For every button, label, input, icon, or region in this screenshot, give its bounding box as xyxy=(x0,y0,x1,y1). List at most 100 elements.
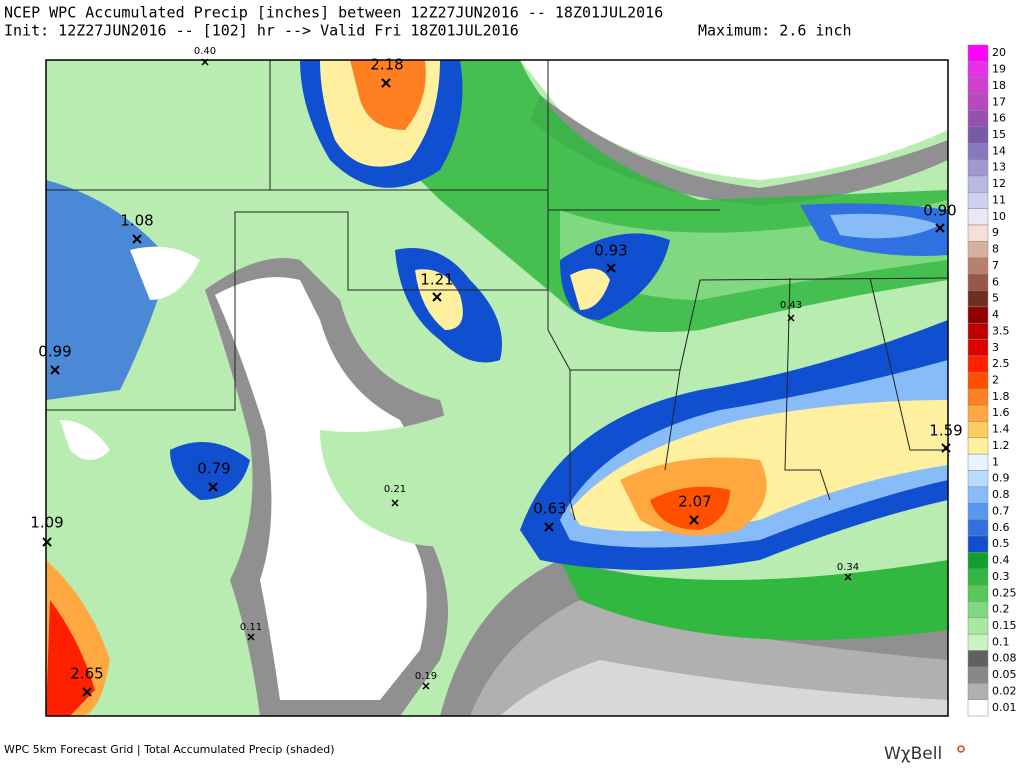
legend-label: 12 xyxy=(992,177,1006,190)
legend-label: 2 xyxy=(992,374,999,387)
legend-swatch xyxy=(967,192,989,209)
title: NCEP WPC Accumulated Precip [inches] bet… xyxy=(4,4,663,22)
legend-swatch xyxy=(967,77,989,95)
legend-swatch xyxy=(967,699,989,717)
point-label: 0.93 xyxy=(594,242,627,260)
legend-label: 20 xyxy=(992,46,1006,59)
legend-swatch xyxy=(967,568,989,586)
point-labels: 0.40 2.18 1.08 0.99 0.79 1.09 2.65 0.11 0.19 0.21… xyxy=(30,46,963,697)
point-marker xyxy=(606,263,616,273)
legend-label: 2.5 xyxy=(992,357,1010,370)
point-marker xyxy=(422,682,430,690)
legend-swatch xyxy=(967,224,989,242)
legend-label: 0.7 xyxy=(992,504,1010,517)
legend-label: 10 xyxy=(992,210,1006,223)
point-label: 2.18 xyxy=(370,56,403,74)
legend-label: 8 xyxy=(992,243,999,256)
legend-label: 5 xyxy=(992,292,999,305)
logo: WχBell xyxy=(884,744,942,764)
legend-label: 0.1 xyxy=(992,635,1010,648)
legend-label: 4 xyxy=(992,308,999,321)
point-marker xyxy=(432,292,442,302)
legend-swatch xyxy=(967,110,989,128)
legend-label: 9 xyxy=(992,226,999,239)
map-frame xyxy=(45,59,949,717)
legend-swatch xyxy=(967,322,989,340)
legend-swatch xyxy=(967,617,989,635)
legend-label: 19 xyxy=(992,63,1006,76)
legend-swatch xyxy=(967,666,989,684)
legend-label: 1.8 xyxy=(992,390,1010,403)
legend-label: 1.2 xyxy=(992,439,1010,452)
point-marker xyxy=(82,687,92,697)
legend-swatch xyxy=(967,93,989,111)
point-label: 0.43 xyxy=(780,300,802,311)
point-label: 0.63 xyxy=(533,500,566,518)
point-marker xyxy=(787,314,795,322)
legend-swatch xyxy=(967,142,989,160)
legend-swatch xyxy=(967,257,989,275)
legend-swatch xyxy=(967,388,989,406)
legend-swatch xyxy=(967,306,989,324)
legend-swatch xyxy=(967,470,989,488)
legend-swatch xyxy=(967,535,989,553)
legend-label: 1 xyxy=(992,455,999,468)
legend-swatch xyxy=(967,126,989,144)
legend-label: 1.6 xyxy=(992,406,1010,419)
legend-label: 0.8 xyxy=(992,488,1010,501)
legend-swatch xyxy=(967,421,989,439)
legend-label: 0.01 xyxy=(992,701,1017,714)
legend-swatch xyxy=(967,372,989,389)
subtitle: Init: 12Z27JUN2016 -- [102] hr --> Valid… xyxy=(4,22,519,40)
point-marker xyxy=(132,234,142,244)
legend-label: 0.15 xyxy=(992,619,1017,632)
point-label: 0.40 xyxy=(194,46,216,57)
legend-label: 18 xyxy=(992,79,1006,92)
legend-label: 0.08 xyxy=(992,652,1017,665)
legend-swatch xyxy=(967,552,989,569)
legend-label: 0.2 xyxy=(992,603,1010,616)
legend-label: 0.02 xyxy=(992,684,1017,697)
legend-swatch xyxy=(967,290,989,308)
legend-label: 0.5 xyxy=(992,537,1010,550)
legend-label: 0.3 xyxy=(992,570,1010,583)
point-marker xyxy=(689,515,699,525)
legend-label: 0.9 xyxy=(992,472,1010,485)
footer-caption: WPC 5km Forecast Grid | Total Accumulate… xyxy=(4,743,335,756)
point-label: 2.07 xyxy=(678,493,711,511)
legend-swatch xyxy=(967,683,989,700)
point-label: 1.08 xyxy=(120,212,153,230)
legend-label: 16 xyxy=(992,112,1006,125)
legend-swatch xyxy=(967,61,989,78)
precip-field xyxy=(46,60,948,716)
point-label: 0.99 xyxy=(38,343,71,361)
legend-swatch xyxy=(967,175,989,193)
point-label: 0.90 xyxy=(923,202,956,220)
legend-swatch xyxy=(967,650,989,668)
point-marker xyxy=(42,537,52,547)
legend-label: 0.6 xyxy=(992,521,1010,534)
point-label: 0.11 xyxy=(240,622,262,633)
point-label: 1.59 xyxy=(929,422,962,440)
legend-swatch xyxy=(967,208,989,226)
legend-label: 3 xyxy=(992,341,999,354)
legend-swatch xyxy=(967,339,989,357)
legend-swatch xyxy=(967,601,989,619)
point-label: 0.34 xyxy=(837,562,859,573)
legend: 20 19 18 17 16 15 14 13 12 11 10 9 8 7 6 5 4 3.5 3 2.5 2 1.8 1… xyxy=(967,44,1017,717)
point-marker xyxy=(208,482,218,492)
logo-dot xyxy=(957,745,965,753)
legend-swatch xyxy=(967,355,989,373)
point-marker xyxy=(935,223,945,233)
point-label: 1.21 xyxy=(420,271,453,289)
legend-swatch xyxy=(967,44,989,62)
legend-swatch xyxy=(967,502,989,520)
point-label: 0.21 xyxy=(384,484,406,495)
point-marker xyxy=(844,573,852,581)
legend-label: 11 xyxy=(992,193,1006,206)
legend-swatch xyxy=(967,273,989,291)
point-label: 0.79 xyxy=(197,460,230,478)
legend-label: 14 xyxy=(992,144,1006,157)
